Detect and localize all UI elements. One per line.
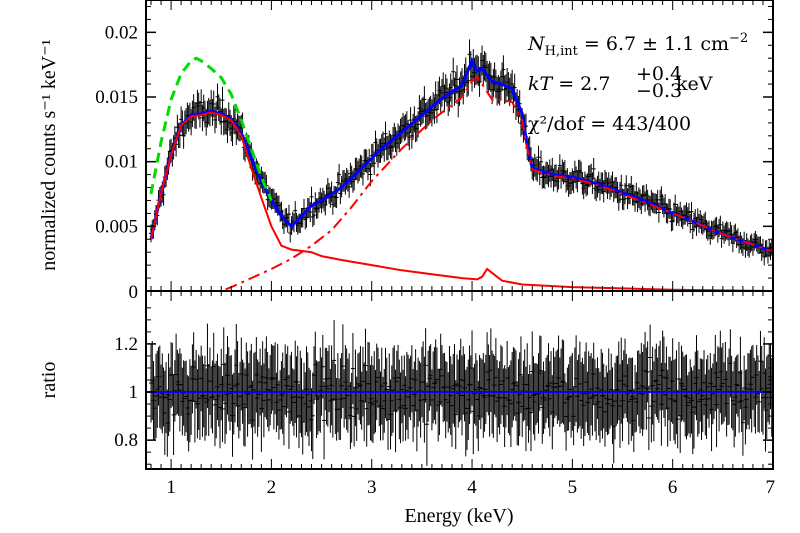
ratio-data-point <box>243 368 248 447</box>
ratio-data-point <box>539 336 544 406</box>
x-tick-label: 7 <box>766 477 776 498</box>
y-axis-title-spectrum: normalized counts s⁻¹ keV⁻¹ <box>38 39 60 270</box>
x-tick-label: 5 <box>568 477 578 498</box>
ratio-data-point <box>349 372 354 443</box>
ratio-data-point <box>518 336 523 414</box>
ratio-data-point <box>528 373 533 452</box>
spectrum-data-point <box>407 124 412 151</box>
x-tick-label: 1 <box>166 477 176 498</box>
spectrum-data-point <box>312 204 317 226</box>
y-tick-label: 0.015 <box>95 87 138 108</box>
spectrum-data-point <box>309 186 314 207</box>
kt-upper-error: +0.4 <box>636 63 682 85</box>
x-tick-label: 4 <box>467 477 477 498</box>
soft-component-line <box>150 111 774 292</box>
total-model-line <box>149 57 774 254</box>
spectrum-data-point <box>668 199 673 219</box>
y-tick-label: 0.01 <box>105 152 138 173</box>
spectrum-data-point <box>537 162 542 186</box>
nh-exponent: −2 <box>729 31 748 46</box>
ratio-data-point <box>363 328 368 403</box>
spectrum-data-point <box>230 119 235 147</box>
ratio-data-point <box>295 345 300 419</box>
spectrum-data-point <box>550 157 555 181</box>
hard-component-line <box>151 76 774 292</box>
kt-lower-error: −0.3 <box>636 80 682 102</box>
ratio-data-point <box>675 389 680 449</box>
spectrum-data-point <box>688 213 693 234</box>
y-tick-label: 1.2 <box>114 334 138 355</box>
spectrum-data-point <box>536 145 541 169</box>
ratio-data-point <box>340 324 345 408</box>
ratio-data-points <box>149 320 774 466</box>
x-axis-title: Energy (keV) <box>404 505 513 527</box>
ratio-data-point <box>322 381 327 460</box>
y-tick-label: 0 <box>129 282 139 303</box>
annotation-nh: NH,int = 6.7 ± 1.1 cm−2 <box>527 31 748 59</box>
spectrum-data-point <box>556 167 561 190</box>
ratio-data-point <box>320 334 325 399</box>
ratio-data-point <box>740 389 745 456</box>
spectrum-data-point <box>718 215 723 234</box>
ratio-data-point <box>423 328 428 403</box>
ratio-data-point <box>648 324 653 391</box>
spectrum-data-point <box>337 163 342 186</box>
nh-symbol: N <box>527 33 546 55</box>
spectrum-data-point <box>383 121 388 146</box>
ratio-panel: 1 2 3 4 5 6 7 0.8 1 1.2 ratio Energy (keV) <box>38 290 775 527</box>
spectrum-data-point <box>591 157 596 180</box>
y-tick-label: 0.005 <box>95 216 138 237</box>
spectrum-data-point <box>422 86 427 113</box>
spectrum-data-point <box>539 150 544 174</box>
ratio-data-point <box>424 382 429 466</box>
ratio-data-point <box>220 375 225 442</box>
spectrum-data-point <box>408 107 413 134</box>
ratio-data-point <box>646 385 651 451</box>
y-tick-label: 0.02 <box>105 22 138 43</box>
intrinsic-soft-line <box>149 56 273 202</box>
annotation-kt: kT = 2.7 +0.4 −0.3 keV <box>528 63 713 102</box>
y-tick-label: 1 <box>129 382 139 403</box>
spectrum-ticks: 0 0.005 0.01 0.015 0.02 <box>95 0 774 303</box>
spectrum-data-point <box>689 202 694 222</box>
y-axis-title-ratio: ratio <box>38 362 60 399</box>
ratio-data-point <box>310 372 315 460</box>
nh-subscript: H,int <box>545 44 579 59</box>
svg-text:NH,int = 6.7 ± 1.1 cm−2: NH,int = 6.7 ± 1.1 cm−2 <box>527 31 748 59</box>
kt-symbol: kT <box>528 73 554 95</box>
spectrum-panel: 0 0.005 0.01 0.015 0.02 normalized counts s⁻… <box>38 0 774 303</box>
y-tick-label: 0.8 <box>114 430 138 451</box>
spectrum-data-point <box>501 55 506 84</box>
x-tick-label: 6 <box>668 477 678 498</box>
ratio-data-point <box>470 330 475 406</box>
svg-text:kT = 2.7: kT = 2.7 <box>528 73 610 95</box>
spectrum-data-point <box>451 57 456 86</box>
spectrum-data-point <box>434 95 439 124</box>
spectrum-data-point <box>293 201 298 221</box>
spectrum-data-point <box>220 86 225 114</box>
nh-value: = 6.7 ± 1.1 cm <box>578 33 729 55</box>
spectrum-data-point <box>225 116 230 144</box>
spectrum-data-point <box>673 194 678 215</box>
x-tick-label: 3 <box>367 477 377 498</box>
kt-unit: keV <box>676 73 713 95</box>
spectrum-model-lines <box>149 56 774 292</box>
svg-text:χ²/dof = 443/400: χ²/dof = 443/400 <box>528 113 691 135</box>
spectrum-data-point <box>510 69 515 99</box>
kt-value: = 2.7 <box>552 73 610 95</box>
ratio-data-point <box>332 320 337 401</box>
annotation-chi2: χ²/dof = 443/400 <box>528 113 691 135</box>
ratio-ticks: 1 2 3 4 5 6 7 0.8 1 1.2 <box>114 291 775 498</box>
ratio-data-point <box>757 370 762 433</box>
spectrum-data-point <box>432 96 437 124</box>
spectrum-data-point <box>557 154 562 177</box>
spectrum-data-point <box>199 89 204 116</box>
ratio-data-point <box>300 389 305 455</box>
spectrum-data-point <box>286 204 291 224</box>
x-tick-label: 2 <box>267 477 277 498</box>
